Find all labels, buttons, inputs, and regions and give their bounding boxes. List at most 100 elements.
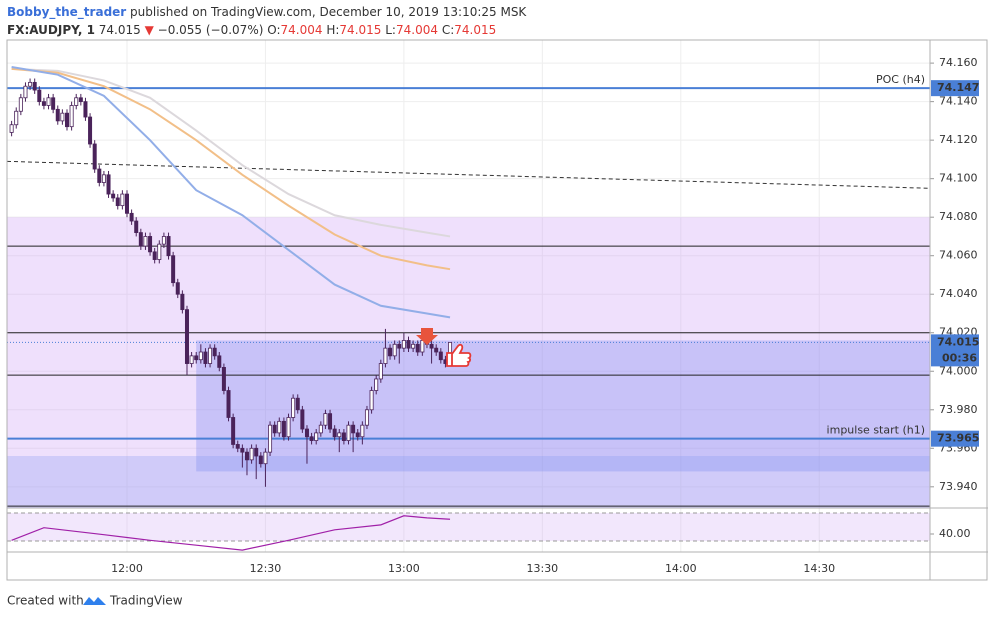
countdown: 00:36 bbox=[942, 351, 977, 364]
candle-body bbox=[14, 110, 19, 126]
candle-body bbox=[388, 347, 393, 357]
candle-body bbox=[83, 101, 88, 118]
candle-body bbox=[235, 444, 240, 449]
candle-body bbox=[351, 424, 356, 434]
candle-body bbox=[263, 451, 268, 465]
last: 74.015 bbox=[99, 23, 141, 37]
candle-body bbox=[406, 340, 411, 349]
candle-body bbox=[383, 347, 388, 364]
candle-body bbox=[106, 174, 111, 195]
candle-body bbox=[378, 363, 383, 380]
candle-body bbox=[332, 428, 337, 438]
h-label: H: bbox=[326, 23, 339, 37]
y-tick-label: 74.060 bbox=[939, 249, 978, 262]
candle-body bbox=[240, 447, 245, 453]
price-tag bbox=[931, 334, 979, 367]
trend-line bbox=[6, 160, 931, 189]
candle-body bbox=[397, 343, 402, 349]
candle-body bbox=[309, 436, 314, 441]
candle-body bbox=[69, 105, 74, 128]
candle-body bbox=[157, 243, 162, 260]
candle-body bbox=[304, 428, 309, 438]
candle-body bbox=[231, 417, 236, 445]
candle-body bbox=[411, 343, 416, 349]
candle-body bbox=[92, 143, 97, 170]
candle-body bbox=[286, 417, 291, 438]
candle-body bbox=[226, 390, 231, 418]
candle-body bbox=[129, 212, 134, 222]
candle-body bbox=[194, 355, 199, 361]
level-label: impulse start (h1) bbox=[827, 424, 925, 437]
y-tick-label: 40.00 bbox=[939, 527, 971, 540]
logo bbox=[83, 597, 106, 605]
candle-body bbox=[341, 432, 346, 441]
x-tick-label: 12:00 bbox=[111, 562, 143, 575]
y-tick-label: 74.000 bbox=[939, 364, 978, 377]
x-tick-label: 14:30 bbox=[803, 562, 835, 575]
candle-body bbox=[355, 432, 360, 438]
candle-body bbox=[244, 451, 249, 461]
y-tick-label: 74.100 bbox=[939, 172, 978, 185]
candle-body bbox=[438, 351, 443, 361]
change: −0.055 (−0.07%) bbox=[158, 23, 264, 37]
moving-average bbox=[11, 67, 451, 271]
candle-body bbox=[18, 97, 23, 112]
candle-body bbox=[323, 413, 328, 426]
x-tick-label: 12:30 bbox=[250, 562, 282, 575]
candle-body bbox=[364, 409, 369, 426]
sell-arrow bbox=[416, 328, 438, 345]
price-tag-label: 74.147 bbox=[937, 81, 979, 94]
c-label: C: bbox=[442, 23, 454, 37]
header-line: Bobby_the_trader published on TradingVie… bbox=[7, 5, 527, 20]
candle-body bbox=[111, 193, 116, 199]
chart-border bbox=[6, 39, 988, 581]
price-tag bbox=[931, 80, 979, 97]
candle-body bbox=[101, 174, 106, 183]
candle-body bbox=[184, 309, 189, 364]
candle-body bbox=[374, 378, 379, 391]
moving-average bbox=[11, 65, 451, 319]
candle-body bbox=[198, 351, 203, 361]
moving-average bbox=[11, 67, 451, 238]
symbol-legend: FX:AUDJPY, 1 74.015 ▼ −0.055 (−0.07%) O:… bbox=[7, 23, 496, 37]
candle-body bbox=[51, 97, 56, 110]
candle-body bbox=[74, 97, 79, 106]
c-value: 74.015 bbox=[454, 23, 496, 37]
y-tick-label: 73.980 bbox=[939, 403, 978, 416]
o-label: O: bbox=[267, 23, 280, 37]
candle-body bbox=[415, 343, 420, 353]
candle-body bbox=[268, 424, 273, 453]
candle-body bbox=[41, 101, 46, 106]
candle-body bbox=[166, 236, 171, 257]
x-tick-label: 13:00 bbox=[388, 562, 420, 575]
candle-body bbox=[434, 347, 439, 353]
candle-body bbox=[249, 447, 254, 461]
candle-body bbox=[429, 343, 434, 349]
candle-body bbox=[337, 432, 342, 438]
candle-body bbox=[217, 355, 222, 368]
candle-body bbox=[314, 432, 319, 441]
candle-body bbox=[64, 112, 69, 128]
y-tick-label: 74.080 bbox=[939, 210, 978, 223]
candle-body bbox=[124, 193, 129, 214]
candle-body bbox=[254, 447, 259, 457]
candle-body bbox=[392, 343, 397, 357]
author[interactable]: Bobby_the_trader bbox=[7, 5, 126, 20]
published: published on TradingView.com, December 1… bbox=[130, 5, 527, 19]
candle-body bbox=[180, 293, 185, 311]
candle-body bbox=[328, 413, 333, 430]
candle-body bbox=[143, 236, 148, 247]
candle-body bbox=[203, 351, 208, 364]
brand[interactable]: TradingView bbox=[109, 594, 183, 608]
y-tick-label: 74.040 bbox=[939, 287, 978, 300]
candle-body bbox=[115, 197, 120, 207]
candle-body bbox=[46, 97, 51, 106]
thumbs-up bbox=[446, 343, 472, 367]
candle-body bbox=[9, 124, 14, 133]
candle-body bbox=[281, 420, 286, 438]
y-tick-label: 74.120 bbox=[939, 133, 978, 146]
candle-body bbox=[208, 347, 213, 364]
rsi-line bbox=[11, 515, 451, 551]
candle-body bbox=[55, 108, 60, 122]
